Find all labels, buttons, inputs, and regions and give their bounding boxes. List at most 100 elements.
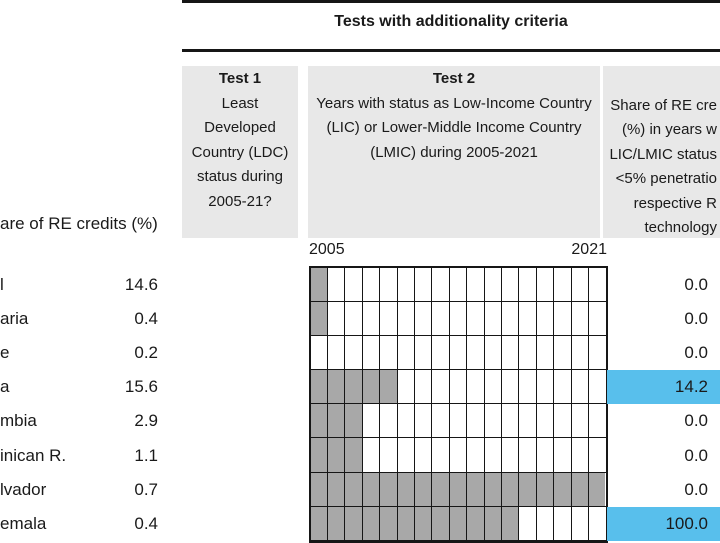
year-status-cell xyxy=(589,438,605,471)
share-value: 0.4 xyxy=(134,302,158,336)
year-status-cell xyxy=(398,404,415,437)
year-status-cell xyxy=(380,404,397,437)
year-status-cell xyxy=(485,507,502,540)
test3-line: technology xyxy=(603,216,717,241)
year-status-cell xyxy=(380,268,397,301)
year-status-cell xyxy=(467,336,484,369)
year-status-cell xyxy=(467,507,484,540)
country-label: l xyxy=(0,268,4,302)
year-status-cell xyxy=(380,336,397,369)
year-status-cell xyxy=(554,336,571,369)
year-status-cell xyxy=(450,268,467,301)
year-status-cell xyxy=(380,438,397,471)
year-status-cell xyxy=(328,438,345,471)
test1-header-box: Test 1 Least Developed Country (LDC) sta… xyxy=(182,66,298,238)
year-status-cell xyxy=(380,473,397,506)
year-status-cell xyxy=(467,438,484,471)
year-status-cell xyxy=(519,404,536,437)
test3-line: LIC/LMIC status xyxy=(603,143,717,168)
year-status-cell xyxy=(589,507,605,540)
year-status-cell xyxy=(328,370,345,403)
test3-value: 0.0 xyxy=(607,336,720,370)
year-status-cell xyxy=(345,404,362,437)
test1-line: Country (LDC) xyxy=(182,141,298,166)
year-status-cell xyxy=(363,473,380,506)
test3-value: 0.0 xyxy=(607,404,720,438)
year-status-cell xyxy=(432,404,449,437)
test3-line: <5% penetratio xyxy=(603,167,717,192)
year-status-row xyxy=(311,370,606,404)
year-status-cell xyxy=(398,438,415,471)
year-status-row xyxy=(311,473,606,507)
year-status-cell xyxy=(345,438,362,471)
year-status-cell xyxy=(502,370,519,403)
test1-line: status during xyxy=(182,165,298,190)
test2-line: Years with status as Low-Income Country xyxy=(308,92,600,117)
year-status-cell xyxy=(572,336,589,369)
year-status-cell xyxy=(502,336,519,369)
year-status-cell xyxy=(554,473,571,506)
country-label: aria xyxy=(0,302,28,336)
year-status-cell xyxy=(467,268,484,301)
year-status-cell xyxy=(485,404,502,437)
year-status-cell xyxy=(432,302,449,335)
year-status-cell xyxy=(311,404,328,437)
year-status-cell xyxy=(363,268,380,301)
share-value: 1.1 xyxy=(134,439,158,473)
year-status-cell xyxy=(432,507,449,540)
year-status-cell xyxy=(519,336,536,369)
year-end-label: 2021 xyxy=(571,241,607,259)
share-value: 2.9 xyxy=(134,404,158,438)
year-status-cell xyxy=(537,404,554,437)
year-status-cell xyxy=(467,404,484,437)
year-status-cell xyxy=(589,370,605,403)
year-status-cell xyxy=(450,507,467,540)
year-status-cell xyxy=(328,473,345,506)
year-status-row xyxy=(311,438,606,472)
year-status-cell xyxy=(537,473,554,506)
year-status-row xyxy=(311,268,606,302)
year-status-cell xyxy=(311,473,328,506)
header-rule xyxy=(182,49,720,52)
year-status-cell xyxy=(572,438,589,471)
figure-title: Tests with additionality criteria xyxy=(182,13,720,31)
country-label: a xyxy=(0,370,9,404)
year-status-cell xyxy=(589,336,605,369)
year-status-cell xyxy=(537,336,554,369)
year-status-cell xyxy=(311,302,328,335)
year-status-cell xyxy=(502,507,519,540)
year-status-cell xyxy=(345,473,362,506)
test3-line: Share of RE cre xyxy=(603,94,717,119)
year-status-cell xyxy=(572,473,589,506)
year-status-cell xyxy=(485,302,502,335)
test2-header-box: Test 2 Years with status as Low-Income C… xyxy=(308,66,600,238)
test1-line: Least xyxy=(182,92,298,117)
year-status-cell xyxy=(328,302,345,335)
test3-line: respective R xyxy=(603,192,717,217)
year-status-cell xyxy=(519,268,536,301)
year-status-cell xyxy=(554,370,571,403)
year-status-cell xyxy=(398,268,415,301)
share-value: 0.4 xyxy=(134,507,158,541)
year-status-row xyxy=(311,507,606,541)
year-status-cell xyxy=(345,268,362,301)
year-status-cell xyxy=(485,268,502,301)
year-status-cell xyxy=(432,438,449,471)
share-value: 15.6 xyxy=(125,370,158,404)
year-status-cell xyxy=(554,438,571,471)
year-status-cell xyxy=(450,336,467,369)
year-status-cell xyxy=(502,268,519,301)
year-status-cell xyxy=(537,268,554,301)
test3-line: (%) in years w xyxy=(603,118,717,143)
year-status-cell xyxy=(415,336,432,369)
year-status-cell xyxy=(519,370,536,403)
year-status-cell xyxy=(398,473,415,506)
year-status-cell xyxy=(450,370,467,403)
test2-line: (LIC) or Lower-Middle Income Country xyxy=(308,116,600,141)
year-status-cell xyxy=(328,336,345,369)
test3-value: 14.2 xyxy=(607,370,720,404)
year-status-cell xyxy=(554,507,571,540)
year-status-cell xyxy=(345,336,362,369)
